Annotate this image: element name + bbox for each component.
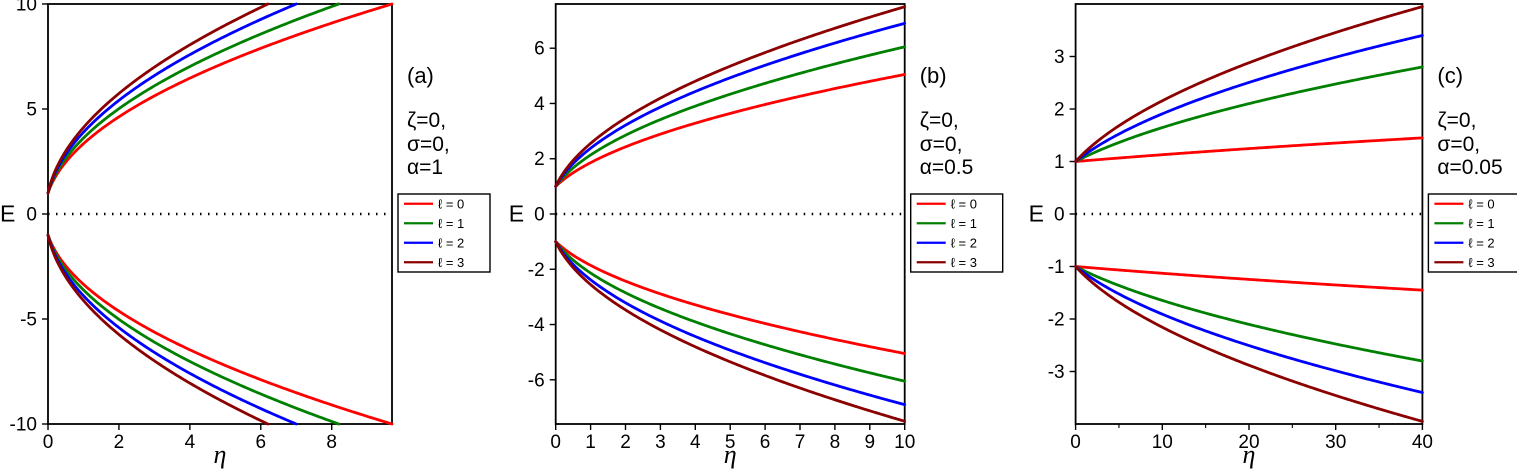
svg-text:8: 8 xyxy=(326,432,337,453)
svg-text:10: 10 xyxy=(1152,432,1173,453)
svg-text:2: 2 xyxy=(534,149,545,170)
svg-text:E: E xyxy=(509,201,524,227)
svg-text:6: 6 xyxy=(760,432,771,453)
svg-text:-5: -5 xyxy=(20,310,37,331)
svg-text:ℓ = 0: ℓ = 0 xyxy=(438,196,464,211)
svg-text:2: 2 xyxy=(620,432,631,453)
svg-text:7: 7 xyxy=(795,432,806,453)
svg-text:ℓ = 1: ℓ = 1 xyxy=(951,216,977,231)
svg-text:(c): (c) xyxy=(1437,63,1463,88)
svg-text:ℓ = 3: ℓ = 3 xyxy=(1468,255,1494,270)
svg-text:ℓ = 2: ℓ = 2 xyxy=(951,235,977,250)
svg-text:4: 4 xyxy=(185,432,196,453)
svg-text:0: 0 xyxy=(43,432,54,453)
svg-text:5: 5 xyxy=(26,100,37,121)
svg-text:E: E xyxy=(0,201,15,227)
svg-text:9: 9 xyxy=(865,432,876,453)
svg-text:-3: -3 xyxy=(1048,362,1065,383)
svg-text:30: 30 xyxy=(1325,432,1346,453)
svg-text:-6: -6 xyxy=(528,370,545,391)
svg-text:10: 10 xyxy=(894,432,915,453)
svg-text:0: 0 xyxy=(534,205,545,226)
svg-text:6: 6 xyxy=(255,432,266,453)
svg-text:ℓ = 2: ℓ = 2 xyxy=(1468,235,1494,250)
svg-text:0: 0 xyxy=(1070,432,1081,453)
svg-text:ζ=0,: ζ=0, xyxy=(920,109,959,132)
svg-text:4: 4 xyxy=(534,94,545,115)
svg-text:ℓ = 0: ℓ = 0 xyxy=(951,196,977,211)
svg-text:3: 3 xyxy=(655,432,666,453)
svg-text:40: 40 xyxy=(1412,432,1433,453)
svg-text:0: 0 xyxy=(1054,205,1065,226)
svg-text:ℓ = 2: ℓ = 2 xyxy=(438,235,464,250)
svg-text:3: 3 xyxy=(1054,47,1065,68)
svg-text:α=0.5: α=0.5 xyxy=(920,156,974,179)
svg-text:8: 8 xyxy=(830,432,841,453)
svg-text:(a): (a) xyxy=(407,63,434,88)
svg-text:0: 0 xyxy=(26,205,37,226)
svg-text:-10: -10 xyxy=(10,415,37,436)
svg-text:ℓ = 1: ℓ = 1 xyxy=(1468,216,1494,231)
svg-text:6: 6 xyxy=(534,39,545,60)
svg-text:ℓ = 0: ℓ = 0 xyxy=(1468,196,1494,211)
svg-text:α=1: α=1 xyxy=(407,156,443,179)
svg-text:-1: -1 xyxy=(1048,257,1065,278)
svg-text:α=0.05: α=0.05 xyxy=(1437,156,1502,179)
svg-text:ζ=0,: ζ=0, xyxy=(1437,109,1476,132)
svg-text:-4: -4 xyxy=(528,315,545,336)
svg-text:ℓ = 1: ℓ = 1 xyxy=(438,216,464,231)
svg-text:1: 1 xyxy=(1054,152,1065,173)
svg-text:10: 10 xyxy=(16,0,37,16)
svg-text:ℓ = 3: ℓ = 3 xyxy=(951,255,977,270)
svg-text:σ=0,: σ=0, xyxy=(920,133,963,156)
svg-text:E: E xyxy=(1029,201,1044,227)
svg-text:-2: -2 xyxy=(1048,310,1065,331)
svg-text:2: 2 xyxy=(1054,100,1065,121)
svg-text:(b): (b) xyxy=(920,63,947,88)
svg-text:σ=0,: σ=0, xyxy=(1437,133,1480,156)
svg-text:0: 0 xyxy=(550,432,561,453)
svg-text:η: η xyxy=(1243,440,1256,469)
svg-text:σ=0,: σ=0, xyxy=(407,133,450,156)
svg-text:2: 2 xyxy=(114,432,125,453)
svg-text:-2: -2 xyxy=(528,260,545,281)
svg-text:ζ=0,: ζ=0, xyxy=(407,109,446,132)
svg-text:4: 4 xyxy=(690,432,701,453)
svg-text:η: η xyxy=(724,440,737,469)
svg-text:ℓ = 3: ℓ = 3 xyxy=(438,255,464,270)
svg-text:1: 1 xyxy=(585,432,596,453)
svg-text:η: η xyxy=(214,440,227,469)
